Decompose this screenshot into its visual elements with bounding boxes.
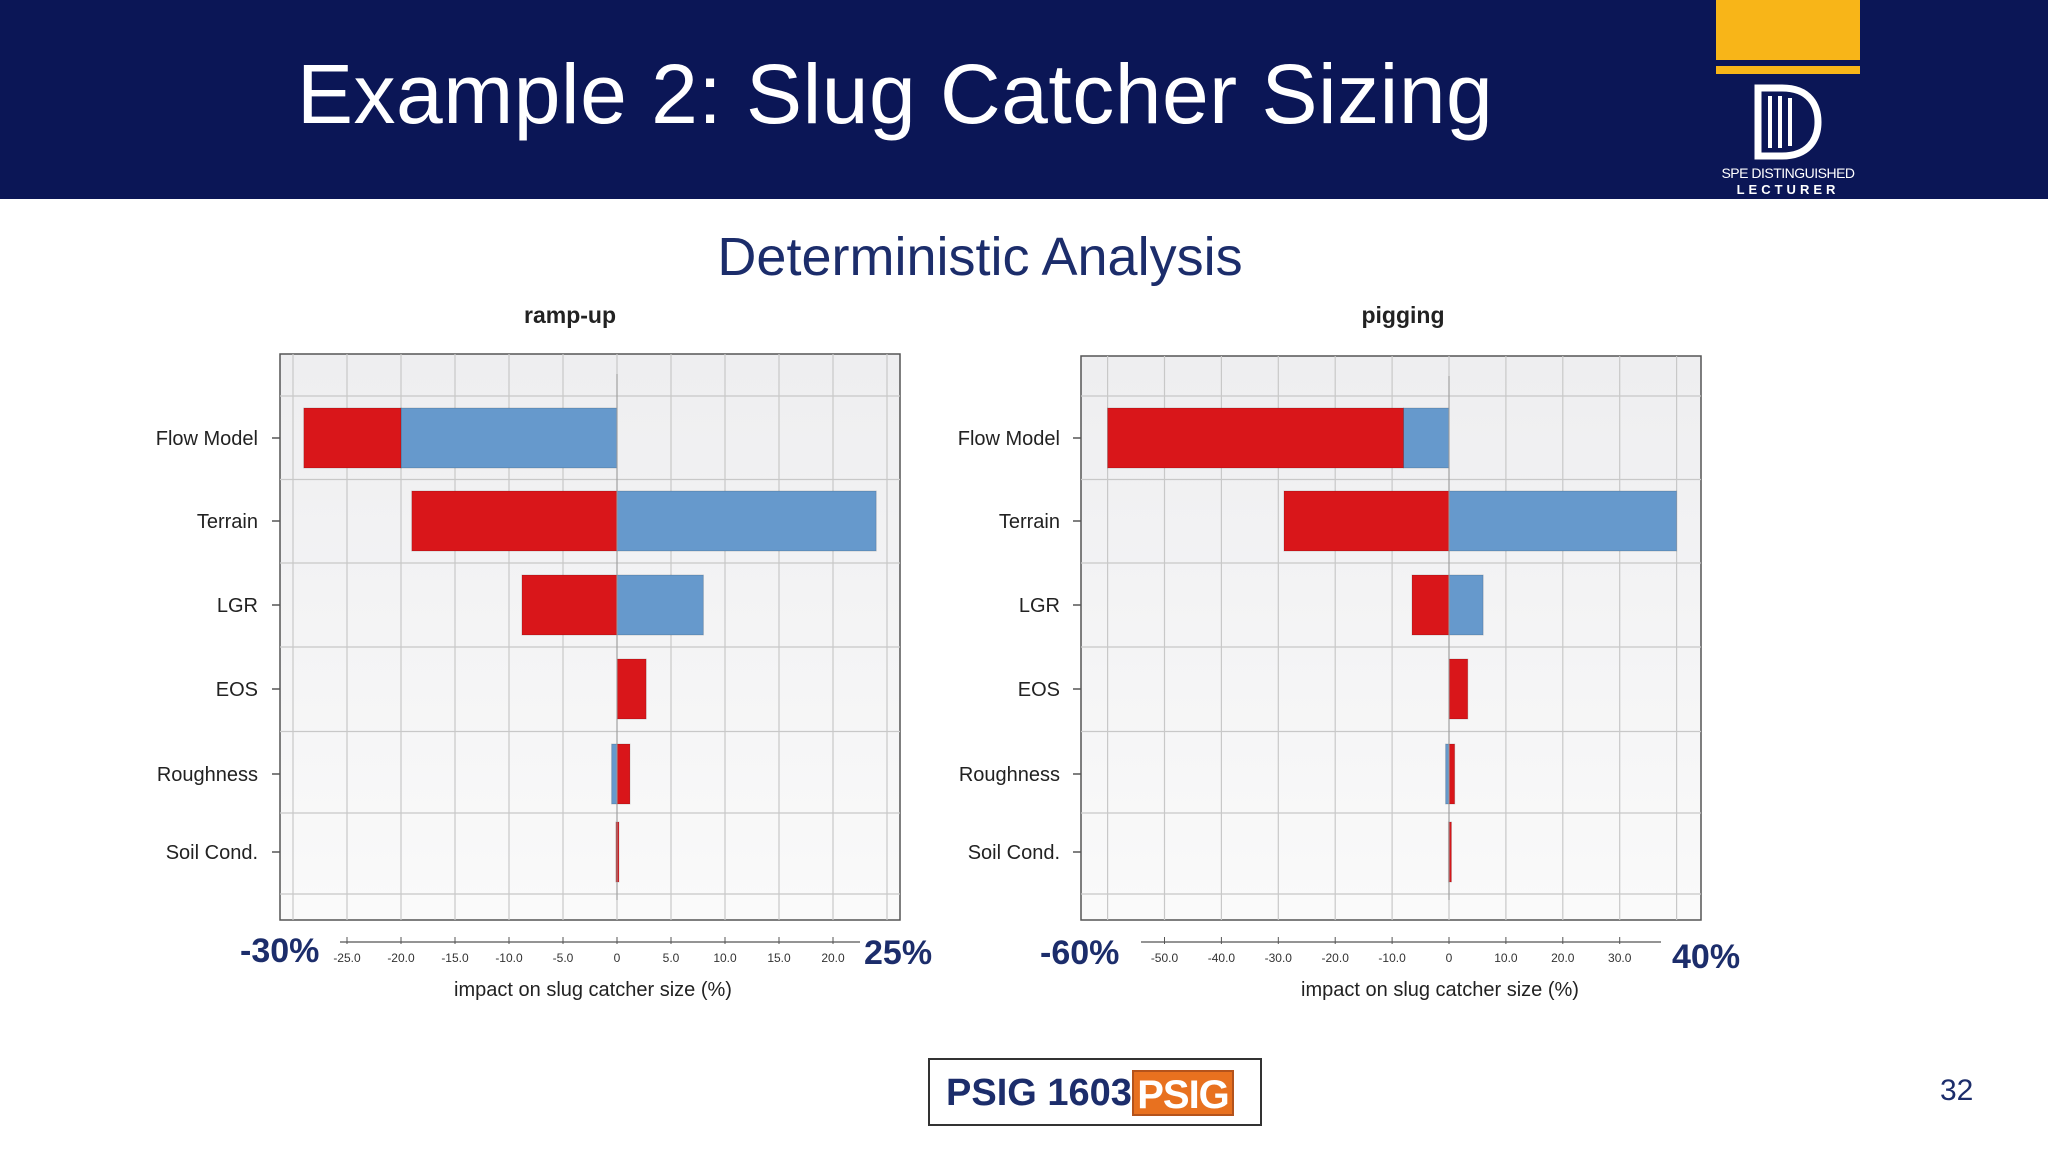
pigging-x-tick-label: 10.0: [1494, 951, 1518, 965]
pigging-bar-high: [1445, 743, 1450, 805]
pigging-category-label: Flow Model: [958, 428, 1060, 450]
pigging-bar-high: [1402, 407, 1450, 469]
ramp-up-bar-low: [616, 658, 647, 720]
pigging-x-tick-label: 0: [1446, 951, 1453, 965]
ramp-up-x-tick-label: 10.0: [713, 951, 737, 965]
pigging-x-tick-label: -20.0: [1322, 951, 1350, 965]
pigging-bar-low: [1283, 490, 1450, 552]
pigging-x-axis-title: impact on slug catcher size (%): [1301, 979, 1579, 1001]
pigging-bar-low: [1411, 574, 1450, 636]
pigging-category-label: Roughness: [959, 764, 1060, 786]
ramp-up-bar-high: [616, 490, 877, 552]
pigging-min-label: -60%: [1040, 934, 1120, 972]
pigging-x-tick-label: -50.0: [1151, 951, 1179, 965]
ramp-up-x-tick-label: -25.0: [333, 951, 361, 965]
pigging-category-label: LGR: [1019, 595, 1060, 617]
ramp-up-x-axis-title: impact on slug catcher size (%): [454, 979, 732, 1001]
ramp-up-chart: Flow Model Terrain LGR EOS Roughness Soil Con…: [156, 302, 901, 1001]
ramp-up-category-label: Roughness: [157, 764, 258, 786]
ramp-up-x-tick-label: -20.0: [387, 951, 415, 965]
ramp-up-bar-high: [616, 574, 704, 636]
ramp-up-category-label: Flow Model: [156, 428, 258, 450]
ramp-up-x-tick-label: -15.0: [441, 951, 469, 965]
ramp-up-x-tick-label: -10.0: [495, 951, 523, 965]
pigging-x-tick-label: -10.0: [1378, 951, 1406, 965]
spe-distinguished-lecturer-logo: SPE DISTINGUISHED LECTURER: [1716, 0, 1860, 199]
ramp-up-bar-low: [303, 407, 402, 469]
pigging-chart: Flow Model Terrain LGR EOS Roughness Soil Con…: [958, 302, 1702, 1001]
ramp-up-bar-low: [616, 743, 631, 805]
psig-badge-text: PSIG 1603: [946, 1072, 1132, 1114]
logo-line-2: LECTURER: [1736, 182, 1840, 197]
pigging-category-label: EOS: [1018, 679, 1060, 701]
ramp-up-chart-title: ramp-up: [524, 302, 616, 328]
ramp-up-max-label: 25%: [864, 934, 933, 972]
ramp-up-x-tick-label: 5.0: [663, 951, 680, 965]
pigging-max-label: 40%: [1672, 938, 1741, 976]
ramp-up-x-tick-label: 0: [614, 951, 621, 965]
pigging-bar-high: [1448, 574, 1484, 636]
logo-gold-stripe: [1716, 66, 1860, 74]
ramp-up-category-label: EOS: [216, 679, 258, 701]
pigging-category-label: Terrain: [999, 511, 1060, 533]
ramp-up-category-label: Soil Cond.: [166, 842, 258, 864]
pigging-bar-low: [1447, 821, 1452, 883]
ramp-up-bar-low: [521, 574, 618, 636]
logo-line-1: SPE DISTINGUISHED: [1721, 165, 1855, 181]
pigging-bar-high: [1448, 490, 1678, 552]
ramp-up-bar-high: [611, 743, 618, 805]
psig-logo: PSIG: [1132, 1070, 1234, 1117]
page-number: 32: [1940, 1074, 1974, 1107]
slide-subtitle: Deterministic Analysis: [717, 227, 1243, 287]
psig-badge: PSIG 1603 PSIG: [928, 1058, 1262, 1126]
ramp-up-x-tick-label: -5.0: [553, 951, 574, 965]
pigging-x-tick-label: -40.0: [1208, 951, 1236, 965]
ramp-up-category-label: Terrain: [197, 511, 258, 533]
logo-gold-bar: [1716, 0, 1860, 60]
pigging-bar-low: [1448, 743, 1456, 805]
pigging-x-tick-label: 30.0: [1608, 951, 1632, 965]
pigging-bar-low: [1107, 407, 1404, 469]
ramp-up-bar-low: [411, 490, 618, 552]
ramp-up-x-tick-label: 15.0: [767, 951, 791, 965]
pigging-x-tick-label: -30.0: [1265, 951, 1293, 965]
column-d-icon: [1754, 84, 1822, 160]
ramp-up-bar-high: [400, 407, 618, 469]
ramp-up-min-label: -30%: [240, 932, 320, 970]
pigging-chart-title: pigging: [1361, 302, 1444, 328]
pigging-bar-low: [1448, 658, 1469, 720]
slide-header: [0, 0, 2048, 199]
pigging-x-tick-label: 20.0: [1551, 951, 1575, 965]
ramp-up-x-tick-label: 20.0: [821, 951, 845, 965]
pigging-category-label: Soil Cond.: [968, 842, 1060, 864]
slide-title: Example 2: Slug Catcher Sizing: [297, 47, 1494, 141]
ramp-up-category-label: LGR: [217, 595, 258, 617]
